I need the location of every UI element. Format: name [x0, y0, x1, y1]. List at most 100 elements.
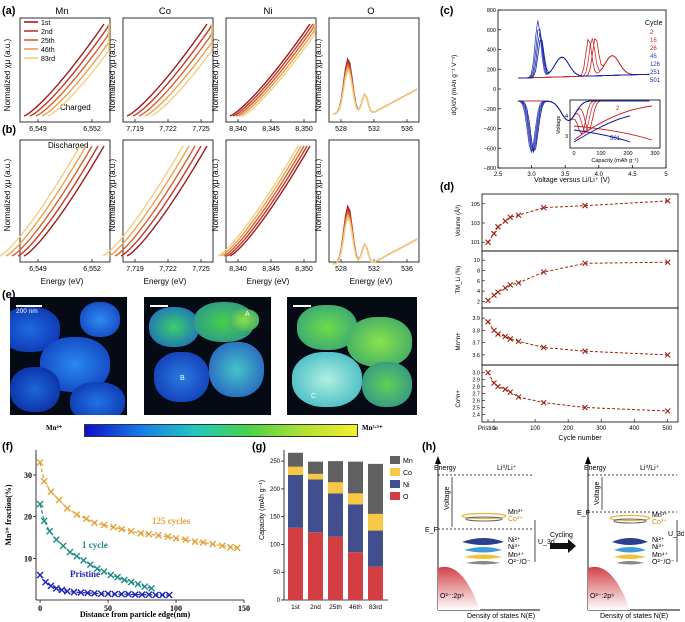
micrograph-pristine: 200 nm [10, 297, 127, 415]
mn-valence-colorbar [84, 424, 358, 437]
xas-curve-0-0-1 [29, 23, 110, 117]
bars-ylabel: Capacity (mAh g⁻¹) [259, 480, 266, 540]
dqdv-ytick-0: 800 [487, 8, 496, 14]
bar-1st-Ni [288, 475, 303, 528]
xas-curve-1-2-1 [226, 145, 308, 257]
evo-ytick-3-3: 2.7 [472, 392, 480, 398]
micrograph-1-cycle: A B [144, 297, 271, 415]
frac-point-2-2 [47, 582, 55, 590]
frac-point-2-15 [131, 591, 139, 599]
xas-curve-1-3-4 [332, 216, 418, 265]
frac-point-2-7 [77, 589, 85, 596]
legend-46th: 46th [41, 47, 55, 54]
xas-curve-1-1-1 [120, 145, 202, 257]
xas-xlabel-o: Energy (eV) [350, 277, 393, 286]
arrow-label-c: C [311, 393, 317, 400]
li-label-right: Li⁰/Li⁺ [640, 464, 660, 472]
arrow-label-b: B [180, 375, 185, 382]
evo-point-0-1 [491, 230, 497, 237]
evo-ytick-1-0: 2 [477, 299, 480, 305]
mn4-label-left: Mn⁴⁺ [508, 552, 525, 559]
bar-25th-O [328, 536, 343, 600]
bars-xtick-4: 83rd [369, 604, 382, 611]
co3-label-left: Co³⁺ [508, 516, 523, 523]
micrograph-125-cycles: C [287, 297, 417, 415]
inset-curve-2 [573, 105, 653, 141]
frac-point-0-2 [47, 488, 55, 496]
dqdv-legend-26: 26 [650, 46, 657, 52]
xas-curve-1-2-2 [223, 145, 305, 257]
frac-point-2-18 [152, 591, 160, 599]
dqdv-legend-16: 16 [650, 38, 657, 44]
dqdv-xtick-4: 4.5 [628, 172, 637, 178]
xas-a-ylabel-co: Normalized χμ (a.u.) [108, 38, 117, 111]
frac-point-2-17 [145, 591, 153, 599]
frac-point-1-5 [66, 548, 74, 556]
bars-legend-swatch-Co [390, 468, 400, 476]
bars-ytick-1: 50 [273, 570, 280, 576]
xas-curve-1-3-2 [332, 210, 418, 265]
frac-point-0-1 [40, 477, 48, 485]
mn3-fraction-chart: Mn³⁺ fraction(%) Distance from particle … [4, 450, 250, 619]
evo-ytick-1-4: 10 [474, 258, 480, 264]
xas-b-ylabel: Normalized χμ (a.u.) [3, 158, 12, 231]
evo-xlabel: Cycle number [558, 435, 602, 442]
evo-point-0-3 [502, 218, 509, 224]
evo-point-3-3 [502, 386, 509, 393]
evo-ylabel-0: Volume (Å³) [455, 205, 462, 237]
evo-point-1-8 [664, 259, 671, 266]
frac-point-2-9 [90, 589, 98, 597]
frac-point-0-23 [233, 544, 241, 552]
bars-legend-Co: Co [403, 470, 412, 477]
frac-line-0 [39, 462, 238, 549]
xas-curve-1-2-3 [220, 145, 302, 257]
frac-point-2-5 [63, 587, 71, 595]
frac-point-2-11 [104, 590, 112, 598]
dqdv-charge-501 [518, 39, 650, 79]
inset-ytick-0: 3 [565, 134, 568, 140]
frac-point-0-21 [218, 542, 226, 550]
dqdv-ytick-7: −600 [484, 146, 496, 152]
inset-xtick-0: 0 [572, 151, 575, 157]
energy-arrow-left [435, 456, 441, 464]
evo-ytick-1-2: 6 [477, 279, 480, 285]
xas-tick-1-3-0: 528 [335, 266, 347, 273]
xas-tick-0-1-2: 7,725 [192, 126, 210, 133]
bar-1st-Co [288, 466, 303, 475]
dqdv-legend-46: 46 [650, 54, 657, 60]
frac-point-1-7 [80, 556, 88, 564]
frac-point-1-3 [52, 536, 60, 544]
evo-xtick-5: 400 [629, 426, 640, 432]
xas-curve-1-2-0 [229, 145, 311, 257]
evo-point-2-7 [582, 348, 588, 355]
xas-frame-0-0 [19, 17, 111, 123]
frac-point-1-15 [134, 580, 142, 588]
dqdv-xtick-5: 5 [664, 172, 668, 178]
frac-point-0-0 [36, 459, 44, 466]
frac-point-2-14 [124, 590, 132, 598]
dqdv-legend-title: Cycle [645, 20, 663, 27]
frac-point-0-6 [82, 515, 90, 523]
frac-point-1-0 [36, 500, 44, 508]
dqdv-ytick-5: −200 [484, 107, 496, 113]
frac-point-0-4 [63, 504, 71, 512]
xas-curve-0-1-0 [126, 23, 208, 117]
evo-ytick-2-1: 3.7 [472, 341, 480, 347]
evo-point-2-0 [485, 318, 491, 325]
evo-point-0-8 [664, 197, 671, 204]
bars-xtick-0: 1st [291, 604, 300, 611]
xas-curve-1-0-3 [5, 145, 87, 257]
inset-label-2: 2 [616, 106, 620, 112]
dqdv-legend-2: 2 [650, 30, 654, 36]
xas-curve-0-2-2 [235, 23, 316, 117]
bars-xtick-3: 46th [349, 604, 362, 611]
colorbar-left-label: Mn⁴⁺ [46, 424, 63, 432]
evo-ytick-1-1: 4 [477, 289, 480, 295]
frac-point-1-2 [46, 527, 54, 535]
frac-point-1-8 [86, 561, 94, 569]
dqdv-chart: dQ/dV (mAh g⁻¹ V⁻¹) Voltage versus Li/Li… [451, 8, 668, 184]
frac-point-1-17 [148, 584, 156, 592]
xas-curve-0-0-2 [35, 24, 110, 117]
dqdv-ytick-1: 600 [487, 28, 496, 34]
frac-point-1-12 [114, 573, 122, 581]
